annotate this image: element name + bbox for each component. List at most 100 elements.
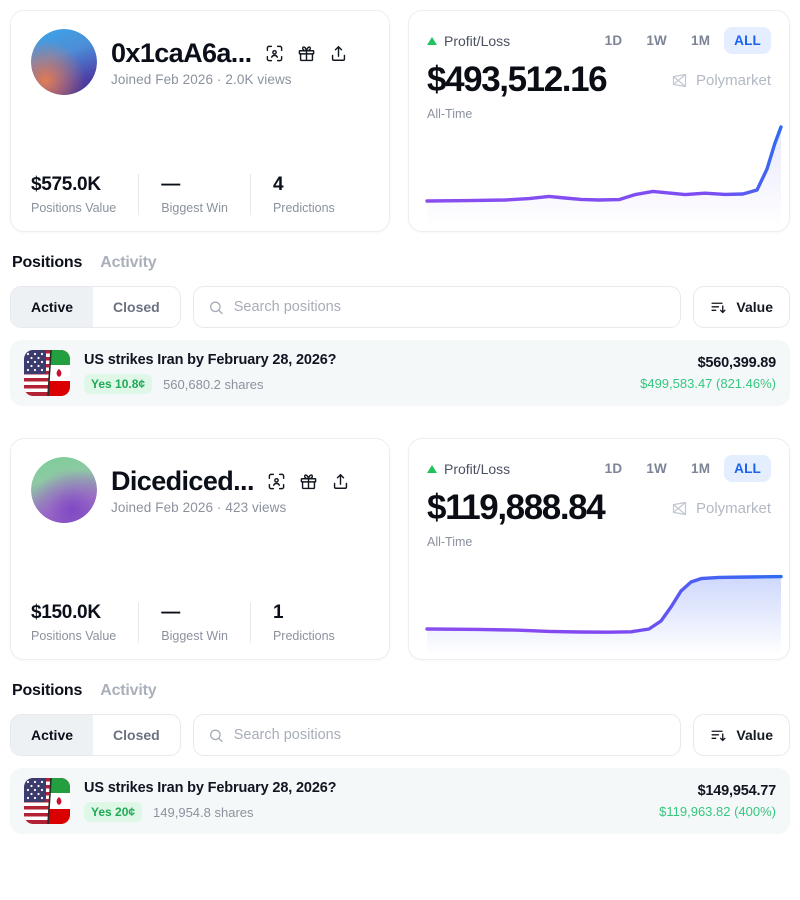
tab-activity[interactable]: Activity xyxy=(100,682,157,699)
profile-block-1: 0x1caA6a... xyxy=(0,0,800,406)
stat-value: $575.0K xyxy=(31,174,101,196)
venue-badge: Polymarket xyxy=(671,500,771,517)
status-badge: Yes 10.8¢ xyxy=(84,374,153,394)
range-1d[interactable]: 1D xyxy=(604,33,623,48)
search-box[interactable] xyxy=(192,714,682,756)
search-input[interactable] xyxy=(233,299,667,315)
profile-block-2: Dicediced... xyxy=(0,428,800,834)
status-segmented-control: Active Closed xyxy=(10,286,181,328)
polymarket-icon xyxy=(672,73,687,87)
stat-value: $150.0K xyxy=(31,602,101,624)
position-values: $560,399.89 $499,583.47 (821.46%) xyxy=(640,355,776,391)
pnl-amount-row: $119,888.84 Polymarket xyxy=(427,488,771,528)
sort-label: Value xyxy=(736,727,773,743)
range-selector: 1D 1W 1M ALL xyxy=(595,455,771,482)
scan-profile-icon[interactable] xyxy=(267,472,286,491)
stat-label: Predictions xyxy=(272,629,335,643)
tab-activity[interactable]: Activity xyxy=(100,254,157,271)
pnl-sparkline-chart xyxy=(409,547,789,659)
stat-predictions: 1 Predictions xyxy=(249,602,357,643)
pnl-header: Profit/Loss 1D 1W 1M ALL xyxy=(427,27,771,54)
stat-label: Biggest Win xyxy=(161,201,228,215)
identity-card: 0x1caA6a... xyxy=(10,10,390,232)
sort-icon xyxy=(711,730,726,741)
pnl-card: Profit/Loss 1D 1W 1M ALL $119,888.84 Pol… xyxy=(408,438,790,660)
page-title: Dicediced... xyxy=(111,465,254,496)
range-1m[interactable]: 1M xyxy=(691,33,711,48)
pnl-subtitle: All-Time xyxy=(427,107,473,121)
segment-active[interactable]: Active xyxy=(11,715,94,755)
stat-value: — xyxy=(161,602,180,624)
share-icon[interactable] xyxy=(329,44,348,63)
profile-meta: Joined Feb 2026 · 423 views xyxy=(111,499,287,515)
range-1w[interactable]: 1W xyxy=(646,461,667,476)
gift-icon[interactable] xyxy=(297,44,316,63)
scan-profile-icon[interactable] xyxy=(265,44,284,63)
profile-meta: Joined Feb 2026 · 2.0K views xyxy=(111,71,292,87)
tab-positions[interactable]: Positions xyxy=(12,682,83,699)
position-value: $560,399.89 xyxy=(697,355,777,371)
table-row[interactable]: US strikes Iran by February 28, 2026? Ye… xyxy=(10,768,790,834)
stat-value: 4 xyxy=(272,174,284,196)
profile-actions xyxy=(267,472,350,491)
pnl-title-group: Profit/Loss xyxy=(427,33,510,49)
stat-predictions: 4 Predictions xyxy=(249,174,357,215)
search-input[interactable] xyxy=(233,727,667,743)
section-tabs: Positions Activity xyxy=(10,232,790,286)
sort-label: Value xyxy=(736,299,773,315)
segment-active[interactable]: Active xyxy=(11,287,94,327)
avatar[interactable] xyxy=(31,457,97,523)
venue-label: Polymarket xyxy=(695,499,771,517)
positions-section: Positions Activity Active Closed Value xyxy=(0,660,800,834)
pnl-subtitle: All-Time xyxy=(427,535,473,549)
position-values: $149,954.77 $119,963.82 (400%) xyxy=(659,783,776,819)
tab-positions[interactable]: Positions xyxy=(12,254,83,271)
summary-cards-row: 0x1caA6a... xyxy=(0,0,800,232)
position-pnl: $119,963.82 (400%) xyxy=(659,804,776,819)
triangle-up-icon xyxy=(427,464,437,473)
identity-row: 0x1caA6a... xyxy=(31,29,369,95)
positions-toolbar: Active Closed Value xyxy=(10,286,790,328)
venue-label: Polymarket xyxy=(695,71,771,89)
table-row[interactable]: US strikes Iran by February 28, 2026? Ye… xyxy=(10,340,790,406)
range-all[interactable]: ALL xyxy=(724,455,771,482)
avatar[interactable] xyxy=(31,29,97,95)
stat-biggest-win: — Biggest Win xyxy=(138,174,250,215)
search-box[interactable] xyxy=(192,286,682,328)
identity-card: Dicediced... xyxy=(10,438,390,660)
range-1w[interactable]: 1W xyxy=(646,33,667,48)
profile-actions xyxy=(265,44,348,63)
positions-toolbar: Active Closed Value xyxy=(10,714,790,756)
stat-label: Predictions xyxy=(272,201,335,215)
segment-closed[interactable]: Closed xyxy=(113,727,160,743)
summary-cards-row: Dicediced... xyxy=(0,428,800,660)
sort-button[interactable]: Value xyxy=(693,714,790,756)
segment-closed[interactable]: Closed xyxy=(113,299,160,315)
search-icon xyxy=(209,300,223,314)
range-all[interactable]: ALL xyxy=(724,27,771,54)
stat-label: Biggest Win xyxy=(161,629,228,643)
pnl-card: Profit/Loss 1D 1W 1M ALL $493,512.16 Pol… xyxy=(408,10,790,232)
market-question: US strikes Iran by February 28, 2026? xyxy=(84,780,337,796)
share-icon[interactable] xyxy=(331,472,350,491)
stat-value: — xyxy=(161,174,180,196)
position-value: $149,954.77 xyxy=(697,783,777,799)
pnl-title: Profit/Loss xyxy=(444,460,511,477)
identity-row: Dicediced... xyxy=(31,457,369,523)
stat-value: 1 xyxy=(272,602,284,624)
page-title: 0x1caA6a... xyxy=(111,37,252,68)
range-selector: 1D 1W 1M ALL xyxy=(595,27,771,54)
pnl-title-group: Profit/Loss xyxy=(427,461,510,477)
market-question: US strikes Iran by February 28, 2026? xyxy=(84,352,337,368)
position-pnl: $499,583.47 (821.46%) xyxy=(640,376,776,391)
stats-row: $150.0K Positions Value — Biggest Win 1 … xyxy=(31,576,369,643)
shares-count: 149,954.8 shares xyxy=(153,804,254,820)
section-divider xyxy=(0,406,800,428)
stat-biggest-win: — Biggest Win xyxy=(138,602,250,643)
range-1d[interactable]: 1D xyxy=(604,461,623,476)
stat-positions-value: $575.0K Positions Value xyxy=(31,174,138,215)
range-1m[interactable]: 1M xyxy=(691,461,711,476)
sort-button[interactable]: Value xyxy=(693,286,790,328)
gift-icon[interactable] xyxy=(299,472,318,491)
